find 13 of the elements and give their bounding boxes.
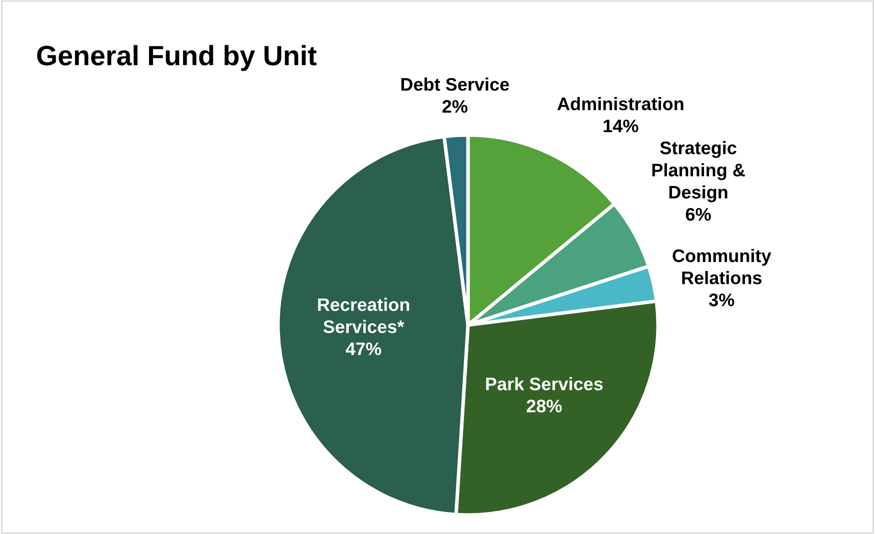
data-label: 28% bbox=[526, 400, 562, 412]
data-label: 6% bbox=[686, 208, 711, 221]
slice-label: Park Services bbox=[486, 377, 603, 390]
slice-label: Recreation Services* bbox=[318, 298, 410, 334]
data-label: 14% bbox=[604, 120, 638, 132]
slice-label: Strategic Planning & Design bbox=[652, 141, 745, 202]
data-label: 3% bbox=[708, 294, 734, 306]
data-label: 47% bbox=[346, 342, 382, 356]
slice-label: Community Relations bbox=[672, 248, 772, 284]
chart-title: General Fund by Unit bbox=[37, 45, 317, 71]
slice-label: Administration bbox=[557, 96, 684, 110]
slice-label: Debt Service bbox=[401, 78, 509, 91]
data-label: 2% bbox=[442, 100, 468, 113]
